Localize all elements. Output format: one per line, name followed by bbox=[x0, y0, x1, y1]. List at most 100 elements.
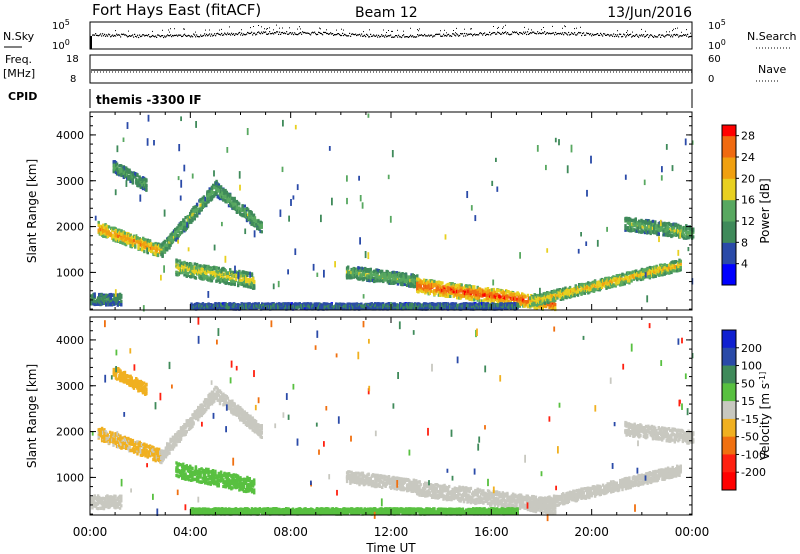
heatmap-cell bbox=[246, 271, 249, 275]
heatmap-cell bbox=[539, 297, 542, 301]
heatmap-cell bbox=[137, 246, 140, 250]
heatmap-cell bbox=[554, 306, 557, 310]
nsearch-point bbox=[320, 28, 321, 30]
nsky-point bbox=[264, 31, 266, 34]
nsky-point bbox=[271, 33, 273, 35]
heatmap-cell bbox=[379, 279, 383, 283]
nsky-point bbox=[159, 35, 161, 37]
heatmap-cell bbox=[510, 297, 514, 301]
nsky-point bbox=[226, 34, 228, 36]
freq-label: Freq. bbox=[5, 53, 32, 66]
heatmap-cell bbox=[243, 304, 247, 308]
heatmap-cell bbox=[121, 241, 124, 245]
nsky-point bbox=[225, 33, 227, 35]
nsearch-point bbox=[502, 27, 503, 29]
nsky-point bbox=[134, 33, 136, 35]
heatmap-cell bbox=[244, 211, 248, 215]
nsky-point bbox=[329, 33, 331, 35]
nsky-point bbox=[439, 33, 441, 35]
heatmap-cell bbox=[623, 282, 626, 286]
heatmap-cell bbox=[639, 224, 642, 228]
heatmap-cell bbox=[259, 229, 262, 234]
heatmap-cell bbox=[410, 275, 413, 279]
heatmap-cell bbox=[229, 268, 232, 272]
heatmap-cell bbox=[112, 238, 115, 242]
heatmap-cell bbox=[133, 174, 137, 178]
nsky-point bbox=[298, 33, 300, 35]
heatmap-cell bbox=[102, 300, 106, 305]
heatmap-cell bbox=[224, 198, 227, 203]
nsky-point bbox=[289, 32, 291, 34]
heatmap-cell bbox=[177, 272, 180, 277]
nsky-point bbox=[410, 34, 412, 36]
heatmap-cell bbox=[202, 274, 206, 278]
heatmap-cell bbox=[194, 266, 198, 270]
nsearch-point bbox=[576, 27, 577, 29]
heatmap-cell bbox=[436, 288, 439, 292]
nsky-point bbox=[378, 34, 380, 36]
heatmap-cell bbox=[580, 285, 583, 289]
nsky-point bbox=[155, 35, 157, 37]
heatmap-cell bbox=[242, 212, 245, 216]
heatmap-cell bbox=[647, 272, 650, 276]
heatmap-cell bbox=[113, 293, 116, 297]
heatmap-cell bbox=[195, 214, 199, 218]
nsky-point bbox=[662, 34, 664, 36]
nsky-point bbox=[611, 34, 613, 36]
heatmap-cell bbox=[183, 260, 186, 264]
nsky-point bbox=[621, 36, 623, 38]
nsky-point bbox=[215, 35, 217, 37]
nsearch-point bbox=[276, 24, 277, 26]
nsky-point bbox=[607, 33, 609, 36]
nsky-point bbox=[309, 33, 311, 35]
nsky-point bbox=[310, 34, 312, 36]
heatmap-cell bbox=[97, 223, 100, 227]
nsky-point bbox=[222, 34, 224, 36]
heatmap-cell bbox=[232, 307, 235, 311]
nsky-point bbox=[175, 34, 177, 37]
nsky-point bbox=[196, 34, 198, 36]
nsky-point bbox=[295, 33, 297, 35]
nsky-point bbox=[316, 34, 318, 36]
heatmap-cell bbox=[625, 275, 629, 279]
nsky-point bbox=[461, 33, 463, 35]
nsky-point bbox=[278, 33, 280, 35]
nsky-point bbox=[105, 35, 107, 37]
heatmap-cell bbox=[243, 204, 246, 208]
nsky-point bbox=[610, 34, 612, 36]
nsky-point bbox=[219, 33, 221, 36]
heatmap-cell bbox=[514, 296, 517, 300]
nsearch-point bbox=[666, 31, 667, 33]
nsky-point bbox=[131, 35, 133, 37]
nsky-point bbox=[482, 34, 484, 36]
heatmap-cell bbox=[202, 277, 206, 281]
heatmap-cell bbox=[477, 296, 481, 300]
nsearch-point bbox=[672, 30, 673, 32]
nsky-point bbox=[460, 33, 462, 35]
nsearch-point bbox=[319, 27, 320, 29]
heatmap-cell bbox=[636, 278, 639, 282]
heatmap-cell bbox=[106, 234, 109, 239]
nsky-point bbox=[587, 32, 589, 35]
nsearch-point bbox=[391, 30, 392, 32]
nsearch-point bbox=[209, 29, 210, 31]
heatmap-cell bbox=[524, 295, 527, 299]
heatmap-cell bbox=[226, 192, 230, 196]
heatmap-cell bbox=[559, 297, 563, 301]
nsky-point bbox=[327, 32, 329, 35]
heatmap-cell bbox=[235, 306, 239, 310]
nsky-point bbox=[121, 33, 123, 35]
nsky-point bbox=[537, 31, 539, 33]
nsky-point bbox=[127, 36, 129, 38]
nsky-point bbox=[669, 34, 671, 36]
nsky-point bbox=[92, 34, 94, 36]
nsearch-point bbox=[446, 32, 447, 34]
nsky-point bbox=[685, 34, 687, 36]
nsky-point bbox=[262, 32, 264, 35]
nsky-point bbox=[580, 32, 582, 34]
nsearch-point bbox=[627, 30, 628, 32]
heatmap-cell bbox=[238, 206, 241, 210]
nsky-point bbox=[301, 33, 303, 35]
heatmap-cell bbox=[93, 294, 96, 298]
nsky-point bbox=[319, 32, 321, 34]
